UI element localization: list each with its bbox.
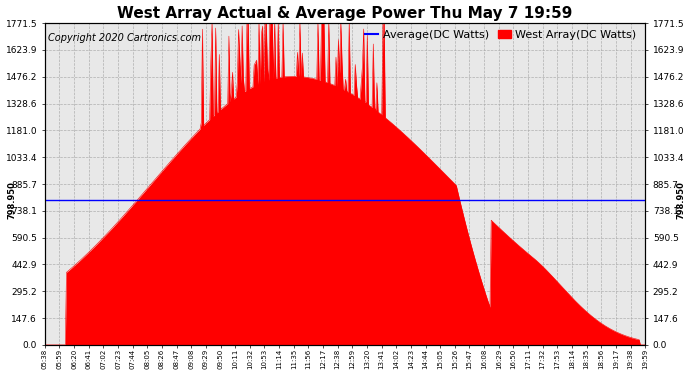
Text: 798.950: 798.950 <box>8 181 17 219</box>
Text: Copyright 2020 Cartronics.com: Copyright 2020 Cartronics.com <box>48 33 201 43</box>
Title: West Array Actual & Average Power Thu May 7 19:59: West Array Actual & Average Power Thu Ma… <box>117 6 573 21</box>
Text: 798.950: 798.950 <box>677 181 686 219</box>
Legend: Average(DC Watts), West Array(DC Watts): Average(DC Watts), West Array(DC Watts) <box>365 30 637 40</box>
